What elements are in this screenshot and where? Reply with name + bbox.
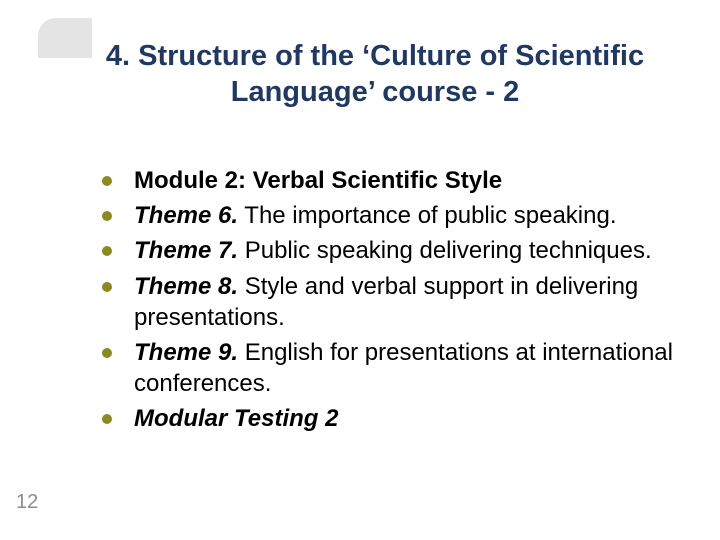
list-item-text: Theme 7. Public speaking delivering tech… xyxy=(134,235,680,266)
bullet-dot-icon xyxy=(102,246,112,256)
lead-bold-italic: Theme 7. xyxy=(134,237,238,264)
list-item: Modular Testing 2 xyxy=(102,403,680,434)
rest-text: The importance of public speaking. xyxy=(238,202,616,229)
list-item: Theme 7. Public speaking delivering tech… xyxy=(102,235,680,266)
bullet-dot-icon xyxy=(102,211,112,221)
list-item-text: Theme 9. English for presentations at in… xyxy=(134,337,680,399)
list-item-text: Theme 6. The importance of public speaki… xyxy=(134,200,680,231)
rest-text: Public speaking delivering techniques. xyxy=(238,237,652,264)
bullet-dot-icon xyxy=(102,176,112,186)
slide: 4. Structure of the ‘Culture of Scientif… xyxy=(0,0,720,540)
bullet-dot-icon xyxy=(102,282,112,292)
bullet-dot-icon xyxy=(102,414,112,424)
lead-bold-italic: Theme 6. xyxy=(134,202,238,229)
list-item: Theme 8. Style and verbal support in del… xyxy=(102,271,680,333)
lead-bold-italic: Theme 9. xyxy=(134,339,238,366)
title-line-1: 4. Structure of the ‘Culture of Scientif… xyxy=(106,40,644,72)
list-item-text: Module 2: Verbal Scientific Style xyxy=(134,165,680,196)
page-number: 12 xyxy=(16,491,38,514)
list-item: Theme 9. English for presentations at in… xyxy=(102,337,680,399)
title-line-2: Language’ course - 2 xyxy=(231,76,519,108)
list-item: Module 2: Verbal Scientific Style xyxy=(102,165,680,196)
lead-bold-italic: Theme 8. xyxy=(134,273,238,300)
list-item-text: Theme 8. Style and verbal support in del… xyxy=(134,271,680,333)
lead-bold-italic: Modular Testing 2 xyxy=(134,405,338,432)
list-item: Theme 6. The importance of public speaki… xyxy=(102,200,680,231)
slide-title: 4. Structure of the ‘Culture of Scientif… xyxy=(70,38,680,111)
bullet-dot-icon xyxy=(102,348,112,358)
bullet-list: Module 2: Verbal Scientific Style Theme … xyxy=(102,165,680,439)
list-item-text: Modular Testing 2 xyxy=(134,403,680,434)
lead-bold: Module 2: Verbal Scientific Style xyxy=(134,167,502,194)
